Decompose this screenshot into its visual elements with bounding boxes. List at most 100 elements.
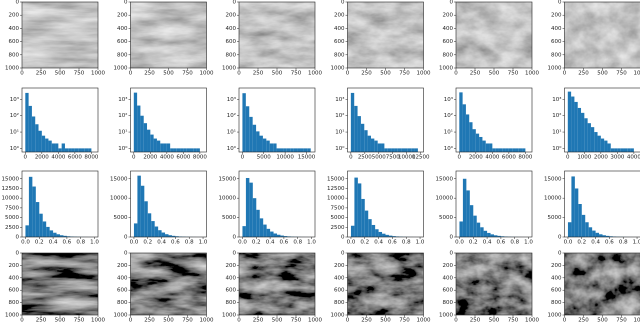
y-tick-label: 0 [124,0,128,6]
x-tick-label: 1000 [634,318,640,324]
histogram-bar [479,136,483,152]
x-tick-label: 250 [578,71,589,77]
y-tick-label: 0 [558,0,562,6]
y-tick-label: 10¹ [335,129,344,136]
y-tick-label: 10⁰ [444,145,454,152]
histogram-bar [587,123,591,152]
x-tick-label: 2000 [35,155,49,161]
y-tick-label: 800 [443,52,454,58]
x-tick-label: 1000 [577,155,591,161]
histogram-bar [61,143,65,152]
histogram-bar [163,143,167,152]
histogram-bar [487,232,491,237]
y-tick-label: 200 [117,13,128,19]
y-tick-label: 10³ [10,96,19,103]
image [130,2,207,68]
x-tick-label: 750 [74,318,85,324]
x-tick-label: 0 [458,155,462,161]
y-tick-label: 800 [334,300,345,306]
x-tick-label: 0.2 [360,240,369,246]
y-tick-label: 1000 [439,313,453,319]
histogram-bar [505,148,509,152]
histogram-bar [186,148,190,152]
y-tick-label: 0 [450,235,454,241]
histogram-bar [357,116,361,152]
x-tick-label: 0.8 [619,240,628,246]
y-tick-label: 1000 [5,313,19,319]
x-tick-label: 250 [361,318,372,324]
y-tick-label: 5000 [222,215,236,221]
histogram-bar [476,222,481,237]
x-tick-label: 750 [291,318,302,324]
y-tick-label: 10000 [219,196,237,202]
histogram-bar [74,148,79,152]
x-tick-label: 5000 [372,155,386,161]
x-tick-label: 0.2 [35,240,44,246]
x-tick-label: 500 [163,318,174,324]
x-tick-label: 0.4 [591,240,600,246]
histogram-bar [48,140,52,152]
histogram-bar [175,236,179,237]
histogram-bar [609,236,613,237]
x-tick-label: 2000 [469,155,483,161]
y-tick-label: 0 [558,235,562,241]
histogram-bar [512,148,516,152]
histogram-bar [515,148,519,152]
histogram-bar [494,235,498,237]
x-tick-label: 15000 [298,155,316,161]
y-tick-label: 0 [16,251,20,257]
histogram-bar [56,234,60,237]
x-tick-label: 7500 [386,155,400,161]
histogram-bar [605,235,610,237]
histogram-bar [280,235,284,237]
histogram-bar [193,148,197,152]
histogram-bar [378,231,383,237]
y-tick-label: 0 [450,251,454,257]
histogram-bar [385,234,389,237]
histogram-bar [140,115,144,152]
histogram-bar [31,116,36,152]
x-tick-label: 250 [361,71,372,77]
histogram-bar [303,148,308,152]
y-tick-label: 600 [443,39,454,45]
y-tick-label: 600 [9,39,20,45]
y-tick-label: 1000 [548,313,562,319]
axes-frame [347,170,424,238]
histogram-bar [392,236,396,237]
histogram-bar [84,148,89,152]
histogram-bar [578,204,582,237]
y-tick-label: 10000 [544,196,562,202]
histogram-bar [571,96,575,152]
y-tick-label: 600 [443,288,454,294]
x-tick-label: 1000 [525,318,539,324]
x-tick-label: 0.0 [564,240,573,246]
y-tick-label: 10⁰ [227,145,237,152]
x-tick-label: 750 [182,71,193,77]
y-tick-label: 5000 [114,215,128,221]
histogram-bar [387,148,392,152]
x-tick-label: 1000 [634,71,640,77]
x-tick-label: 8000 [84,155,98,161]
x-tick-label: 500 [272,318,283,324]
y-tick-label: 1000 [548,66,562,72]
histogram-bar [498,148,503,152]
y-tick-label: 0 [341,251,345,257]
x-tick-label: 250 [144,71,155,77]
histogram-bar [25,92,29,152]
histogram-bar [592,230,596,237]
histogram-bar [590,127,595,152]
y-tick-label: 1000 [114,313,128,319]
y-tick-label: 400 [551,275,562,281]
histogram-bar [88,148,92,152]
y-tick-label: 10¹ [118,129,127,136]
x-tick-label: 1.0 [307,240,316,246]
histogram-bar [55,143,59,152]
histogram-bar [283,236,288,237]
histogram-bar [38,130,42,152]
y-tick-label: 1000 [222,313,236,319]
x-tick-label: 0.8 [402,240,411,246]
x-tick-label: 500 [55,71,66,77]
histogram-bar [597,135,601,152]
histogram-bar [483,230,488,237]
histogram-bar [242,226,246,237]
